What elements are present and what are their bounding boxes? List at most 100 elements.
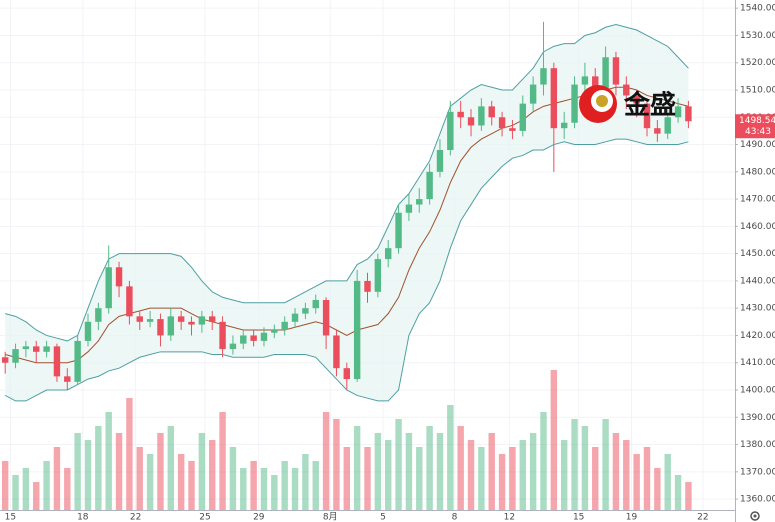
candle-body [509, 128, 516, 131]
candle-body [84, 321, 92, 341]
candle-body [540, 68, 547, 85]
x-tick-label: 15 [5, 513, 16, 522]
candle-body [281, 321, 288, 330]
volume-bar [540, 412, 547, 510]
volume-bar [64, 468, 71, 510]
volume-bar [43, 461, 50, 510]
last-price-label: 1498.54 [739, 116, 775, 126]
candle-body [12, 349, 19, 363]
volume-bar [229, 447, 237, 510]
y-tick-label: 1470.00 [740, 195, 775, 205]
candle-body [436, 150, 444, 172]
x-tick-label: 5 [380, 513, 386, 522]
volume-bar [1, 461, 9, 510]
candle-body [447, 111, 454, 150]
candle-body [467, 117, 475, 126]
y-tick-label: 1490.00 [740, 140, 775, 150]
volume-bar [74, 433, 81, 510]
volume-bar [250, 461, 257, 510]
watermark: 金盛 [579, 85, 676, 123]
volume-bar [498, 454, 506, 510]
x-tick-label: 8月 [323, 512, 338, 522]
volume-bar [384, 440, 392, 510]
volume-bar [436, 433, 444, 510]
candle-body [126, 286, 133, 317]
volume-bar [364, 447, 371, 510]
candle-body [322, 300, 330, 336]
volume-bar [374, 433, 382, 510]
candle-body [64, 376, 71, 382]
x-tick-label: 19 [626, 513, 638, 522]
volume-bar [136, 447, 143, 510]
y-tick-label: 1400.00 [740, 386, 775, 396]
volume-bar [333, 419, 340, 510]
y-tick-label: 1360.00 [740, 495, 775, 505]
volume-bar [177, 454, 185, 510]
volume-bar [612, 433, 620, 510]
candle-body [188, 321, 195, 325]
volume-bar [53, 447, 61, 510]
y-tick-label: 1460.00 [740, 222, 775, 232]
volume-bar [633, 454, 640, 510]
y-tick-label: 1450.00 [740, 249, 775, 259]
x-tick-label: 25 [199, 513, 210, 522]
y-tick-label: 1420.00 [740, 331, 775, 341]
volume-bar [602, 419, 609, 510]
candle-body [426, 171, 433, 200]
volume-bar [488, 433, 495, 510]
volume-bar [405, 433, 413, 510]
volume-bar [115, 433, 123, 510]
gear[interactable] [750, 511, 760, 521]
x-tick-label: 22 [130, 513, 141, 522]
x-tick-label: 8 [452, 513, 458, 522]
candle-body [592, 76, 599, 90]
candle-body [43, 346, 50, 352]
y-tick-label: 1440.00 [740, 276, 775, 286]
candle-body [167, 316, 175, 336]
candle-body [198, 316, 206, 325]
candle-body [157, 319, 164, 336]
y-tick-label: 1410.00 [740, 358, 775, 368]
candle-body [250, 335, 257, 341]
candle-body [333, 335, 340, 369]
volume-bar [467, 440, 475, 510]
candle-body [240, 335, 247, 344]
candle-body [519, 103, 526, 131]
volume-bar [198, 433, 206, 510]
volume-bar [312, 461, 319, 510]
candle-body [560, 122, 568, 129]
volume-bar [105, 412, 112, 510]
x-tick-label: 29 [253, 513, 265, 522]
candle-body [353, 280, 361, 380]
volume-bar [560, 440, 568, 510]
candle-body [146, 319, 154, 322]
last-price-tag [735, 114, 775, 139]
volume-bar [509, 447, 516, 510]
settings-icon[interactable] [750, 511, 760, 521]
candle-body [312, 300, 319, 309]
y-tick-label: 1380.00 [740, 440, 775, 450]
volume-bar [395, 419, 402, 510]
volume-bar [209, 440, 216, 510]
volume-bar [519, 440, 526, 510]
volume-bar [478, 447, 485, 510]
candle-body [53, 346, 61, 377]
x-tick-label: 15 [573, 513, 584, 522]
candle-body [271, 330, 278, 333]
volume-bar [188, 461, 195, 510]
volume-bar [240, 468, 247, 510]
candle-body [529, 84, 537, 104]
candle-body [498, 117, 506, 129]
volume-bar [271, 475, 278, 510]
gear-center[interactable] [753, 514, 757, 518]
candle-body [343, 368, 351, 380]
candle-body [602, 57, 609, 90]
volume-bar [529, 433, 537, 510]
y-tick-label: 1530.00 [740, 31, 775, 41]
volume-bar [322, 412, 330, 510]
candle-body [384, 248, 392, 260]
volume-bar [126, 398, 133, 510]
volume-bar [22, 468, 30, 510]
candle-body [550, 68, 558, 129]
candle-body [1, 357, 9, 363]
